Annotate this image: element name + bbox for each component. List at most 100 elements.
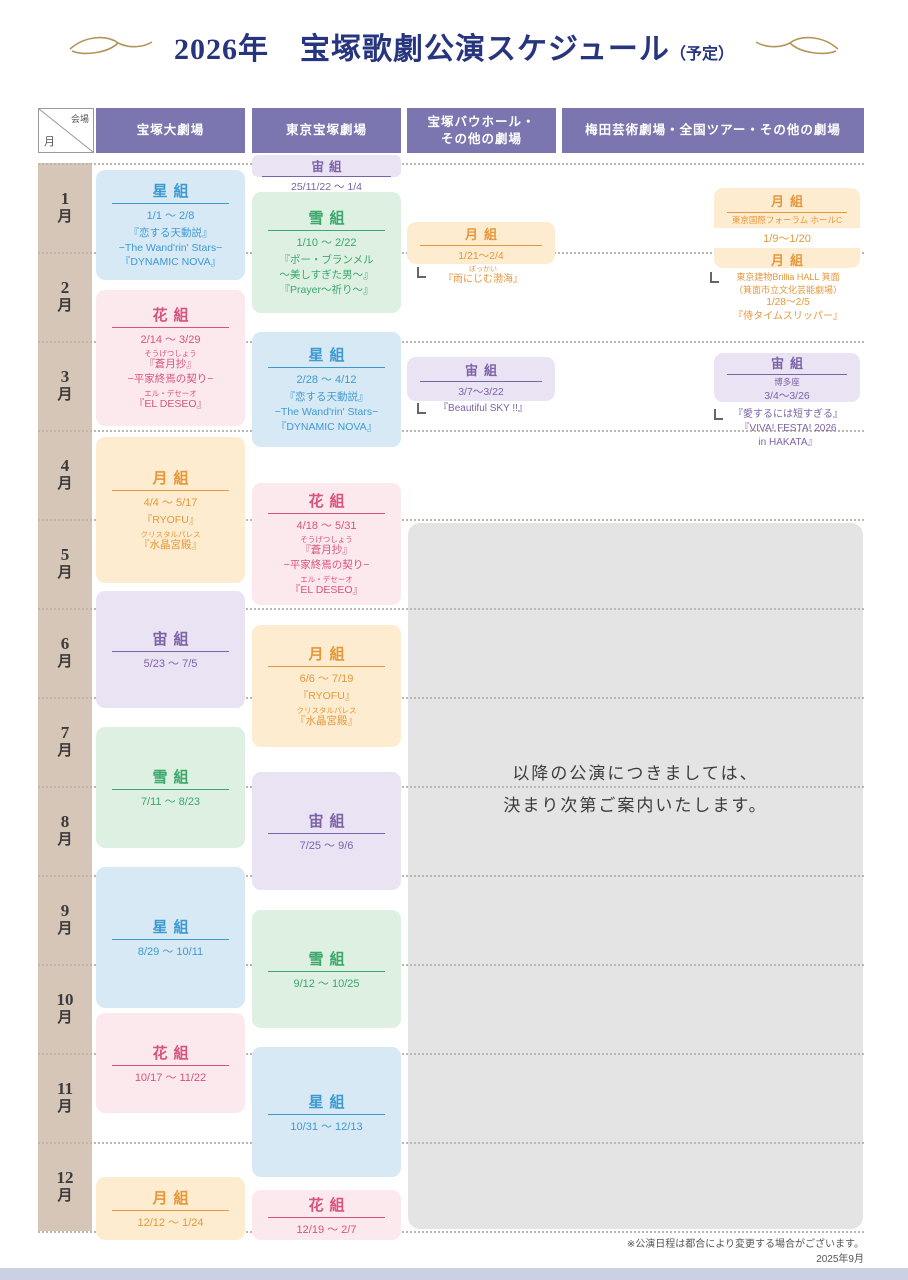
month-number: 3 bbox=[60, 367, 70, 387]
troupe-name: 星組 bbox=[268, 1091, 385, 1115]
troupe-name: 星組 bbox=[268, 344, 385, 369]
cell-bow-tsuki-jan: 月組 1/21～2/4 bbox=[407, 222, 555, 264]
date-range: 1/9～1/20 bbox=[714, 228, 860, 248]
show-title: −平家終焉の契り− bbox=[283, 559, 370, 572]
month-number: 11 bbox=[56, 1079, 74, 1099]
show-title: 『恋する天動説』 bbox=[128, 226, 213, 239]
troupe-name: 宙組 bbox=[268, 810, 385, 834]
date-range: 5/23 ～ 7/5 bbox=[143, 658, 198, 670]
month-divider bbox=[38, 875, 864, 877]
cell-daigekijo-hana-feb: 花組 2/14 ～ 3/29 そうげつしょう 『蒼月抄』 −平家終焉の契り− エ… bbox=[96, 290, 245, 426]
troupe-name: 雪組 bbox=[112, 766, 229, 790]
date-range: 4/18 ～ 5/31 bbox=[296, 519, 357, 532]
troupe-name: 宙組 bbox=[420, 360, 542, 382]
troupe-name: 月組 bbox=[727, 250, 847, 268]
date-range: 7/25 ～ 9/6 bbox=[299, 839, 354, 852]
cell-tokyo-yuki-sep: 雪組 9/12 ～ 10/25 bbox=[252, 910, 401, 1028]
date-range: 9/12 ～ 10/25 bbox=[293, 977, 360, 990]
date-range: 2/14 ～ 3/29 bbox=[140, 333, 201, 346]
issue-date: 2025年9月 bbox=[816, 1254, 864, 1265]
month-unit: 月 bbox=[57, 208, 73, 225]
venue-name: （箕面市立文化芸能劇場） bbox=[733, 284, 842, 295]
date-range: 3/4～3/26 bbox=[764, 389, 810, 402]
date-range: 7/11 ～ 8/23 bbox=[140, 796, 201, 808]
cell-daigekijo-hoshi-jan: 星組 1/1 ～ 2/8 『恋する天動説』 −The Wand'rin' Sta… bbox=[96, 170, 245, 280]
cell-tokyo-hoshi-feb: 星組 2/28 ～ 4/12 『恋する天動説』 −The Wand'rin' S… bbox=[252, 332, 401, 447]
month-divider bbox=[38, 786, 864, 788]
month-divider bbox=[38, 964, 864, 966]
troupe-name: 月組 bbox=[727, 191, 847, 213]
cell-tokyo-sora-jul: 宙組 7/25 ～ 9/6 bbox=[252, 772, 401, 890]
cell-tokyo-yuki-jan: 雪組 1/10 ～ 2/22 『ポー・ブランメル ～美しすぎた男～』 『Pray… bbox=[252, 192, 401, 313]
date-range: 6/6 ～ 7/19 bbox=[299, 673, 354, 686]
note-block-bow-tsuki: ぼっかい 『雨にじむ渤海』 bbox=[413, 266, 553, 287]
date-range: 1/28～2/5 bbox=[766, 297, 810, 309]
furigana: クリスタルパレス bbox=[296, 705, 357, 715]
month-number: 8 bbox=[60, 812, 70, 832]
month-unit: 月 bbox=[57, 386, 73, 403]
troupe-name: 雪組 bbox=[268, 948, 385, 972]
cell-daigekijo-hoshi-aug: 星組 8/29 ～ 10/11 bbox=[96, 867, 245, 1008]
month-divider bbox=[38, 163, 864, 165]
troupe-name: 宙組 bbox=[727, 353, 847, 375]
troupe-name: 雪組 bbox=[268, 207, 385, 232]
date-range: 1/1 ～ 2/8 bbox=[146, 209, 195, 222]
troupe-name: 宙組 bbox=[262, 156, 391, 177]
corner-bracket-icon bbox=[710, 272, 719, 283]
diagonal-line bbox=[39, 109, 93, 152]
show-title: 『VIVA! FESTA! 2026 bbox=[739, 423, 837, 434]
show-title: in HAKATA』 bbox=[758, 437, 818, 448]
show-title: 『水晶宮殿』 bbox=[139, 539, 202, 552]
footer-bar bbox=[0, 1268, 908, 1280]
cell-tokyo-sora-carryover: 宙組 bbox=[252, 155, 401, 177]
date-range: 4/4 ～ 5/17 bbox=[143, 497, 198, 510]
date-range: 10/17 ～ 11/22 bbox=[134, 1071, 207, 1084]
month-number: 1 bbox=[60, 189, 70, 209]
furigana: そうげつしょう bbox=[300, 534, 353, 544]
venue-name: 東京建物Brillia HALL 箕面 bbox=[736, 272, 840, 282]
furigana: クリスタルパレス bbox=[140, 529, 201, 539]
page-title-text: 2026年 宝塚歌劇公演スケジュール bbox=[174, 33, 670, 66]
month-divider bbox=[38, 519, 864, 521]
tba-notice-line1: 以降の公演につきましては、 bbox=[512, 764, 759, 783]
note-block-umeda-tsuki: 東京建物Brillia HALL 箕面 （箕面市立文化芸能劇場） 1/28～2/… bbox=[710, 271, 864, 324]
page-title: 2026年 宝塚歌劇公演スケジュール（予定） bbox=[174, 24, 734, 68]
tba-notice-line2: 決まり次第ご案内いたします。 bbox=[503, 796, 768, 816]
month-cell-10: 10 月 bbox=[38, 964, 92, 1053]
show-title: 『水晶宮殿』 bbox=[295, 715, 358, 728]
furigana: そうげつしょう bbox=[144, 348, 197, 358]
month-unit: 月 bbox=[57, 920, 73, 937]
month-divider bbox=[38, 341, 864, 343]
show-title: 『ポー・ブランメル bbox=[279, 254, 374, 267]
show-title: −The Wand'rin' Stars− bbox=[274, 406, 379, 419]
month-number: 12 bbox=[56, 1168, 74, 1188]
month-divider bbox=[38, 697, 864, 699]
date-range: 1/21～2/4 bbox=[458, 249, 504, 262]
show-title: −平家終焉の契り− bbox=[127, 373, 214, 386]
show-title: 『Prayer～祈り～』 bbox=[279, 283, 374, 296]
cell-daigekijo-hana-oct: 花組 10/17 ～ 11/22 bbox=[96, 1013, 245, 1113]
troupe-name: 星組 bbox=[112, 180, 229, 204]
show-title: 『Beautiful SKY !!』 bbox=[438, 403, 528, 414]
month-cell-11: 11 月 bbox=[38, 1053, 92, 1142]
month-unit: 月 bbox=[57, 564, 73, 581]
month-divider bbox=[38, 430, 864, 432]
show-title: 『愛するには短すぎる』 bbox=[733, 409, 843, 420]
corner-bracket-icon bbox=[714, 409, 723, 420]
cell-daigekijo-yuki-jul: 雪組 7/11 ～ 8/23 bbox=[96, 727, 245, 848]
date-range: 12/19 ～ 2/7 bbox=[296, 1223, 357, 1236]
date-range: 2/28 ～ 4/12 bbox=[296, 374, 357, 387]
show-title: 『恋する天動説』 bbox=[284, 391, 369, 404]
cell-daigekijo-sora-may: 宙組 5/23 ～ 7/5 bbox=[96, 591, 245, 708]
month-unit: 月 bbox=[57, 653, 73, 670]
month-unit: 月 bbox=[57, 831, 73, 848]
month-number: 5 bbox=[60, 545, 70, 565]
corner-cell: 会場 月 bbox=[38, 108, 94, 153]
month-cell-12: 12 月 bbox=[38, 1142, 92, 1231]
show-title: 『侍タイムスリッパー』 bbox=[733, 311, 843, 323]
